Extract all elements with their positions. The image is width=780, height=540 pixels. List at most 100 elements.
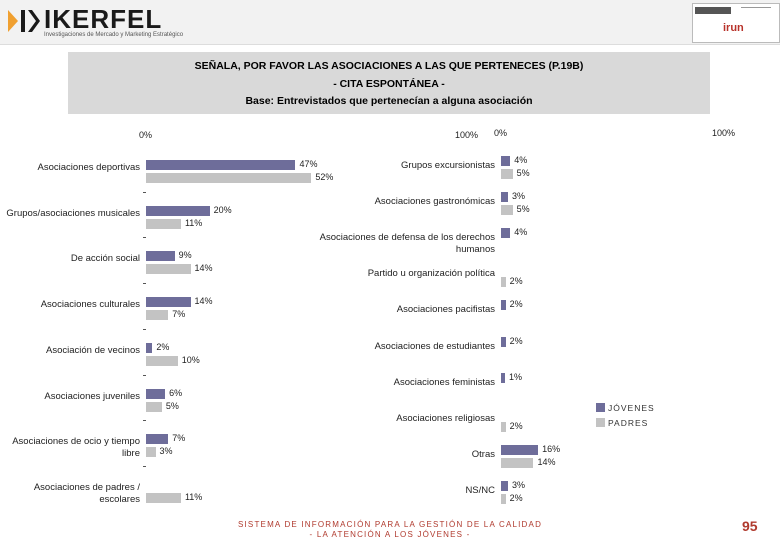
data-label: 20% (213, 204, 232, 215)
data-label: 4% (514, 227, 528, 238)
data-label: 14% (537, 456, 556, 467)
axis-tick (143, 328, 146, 330)
page-number: 95 (742, 518, 758, 534)
data-label: 7% (172, 309, 186, 320)
data-label: 1% (509, 371, 523, 382)
brand-subtitle: Investigaciones de Mercado y Marketing E… (44, 32, 184, 38)
chart-title-box: SEÑALA, POR FAVOR LAS ASOCIACIONES A LAS… (68, 52, 710, 114)
data-label: 52% (315, 172, 334, 182)
category-label: De acción social (70, 253, 140, 265)
axis-tick (143, 465, 146, 467)
category-label: Asociaciones de defensa de los derechos … (319, 232, 495, 256)
bar-jovenes (146, 388, 166, 399)
data-label: 11% (184, 217, 203, 228)
bar-jovenes (501, 372, 505, 383)
data-label: 5% (516, 204, 530, 215)
category-label: Asociaciones religiosas (396, 412, 495, 424)
category-label: Asociación de vecinos (46, 344, 140, 356)
data-label: 47% (299, 159, 318, 169)
bar-jovenes (501, 192, 508, 203)
ikerfel-logo-icon (8, 10, 40, 32)
category-label: Otras (471, 448, 495, 460)
data-label: 14% (194, 263, 213, 274)
partner-name: irun (723, 22, 744, 34)
bar-jovenes (146, 342, 153, 353)
category-label: Grupos excursionistas (401, 160, 495, 171)
bar-jovenes (146, 434, 169, 445)
footer: SISTEMA DE INFORMACIÓN PARA LA GESTIÓN D… (200, 520, 580, 540)
data-label: 4% (514, 155, 528, 165)
data-label: 2% (509, 492, 523, 503)
category-label: Asociaciones de padres / escolares (33, 481, 140, 505)
partner-logo: irun (692, 3, 780, 43)
bar-jovenes (501, 228, 511, 239)
bar-padres (146, 492, 181, 503)
left-axis-min: 0% (139, 130, 153, 140)
data-label: 3% (511, 479, 525, 490)
legend-swatch-jovenes (596, 403, 605, 412)
category-label: Asociaciones juveniles (44, 390, 140, 402)
right-axis-min: 0% (494, 128, 508, 138)
data-label: 9% (178, 250, 192, 261)
left-axis-max: 100% (455, 130, 479, 140)
bar-padres (146, 218, 181, 229)
right-axis-max: 100% (712, 128, 736, 138)
bar-padres (146, 310, 169, 321)
bar-padres (501, 421, 506, 432)
data-label: 3% (159, 446, 173, 457)
data-label: 16% (542, 443, 561, 454)
axis-tick (143, 191, 146, 193)
data-label: 7% (172, 433, 186, 444)
bar-jovenes (501, 300, 506, 311)
header-bar: IKERFEL Investigaciones de Mercado y Mar… (0, 0, 780, 45)
legend-label-jovenes: JÓVENES (608, 403, 655, 413)
chart-base: Base: Entrevistados que pertenecían a al… (245, 95, 533, 107)
bar-jovenes (501, 480, 508, 491)
axis-tick (143, 420, 146, 422)
bar-padres (501, 457, 534, 468)
category-label: Grupos/asociaciones musicales (6, 207, 140, 219)
bar-jovenes (146, 205, 210, 216)
chart-subtitle: - CITA ESPONTÁNEA - (333, 78, 445, 90)
category-label: Asociaciones deportivas (37, 162, 140, 173)
data-label: 2% (509, 276, 523, 287)
bar-jovenes (146, 160, 296, 170)
bar-jovenes (501, 336, 506, 347)
data-label: 6% (169, 387, 183, 398)
legend-label-padres: PADRES (608, 418, 649, 428)
bar-padres (501, 493, 506, 504)
bar-padres (146, 173, 312, 183)
footer-line-1: SISTEMA DE INFORMACIÓN PARA LA GESTIÓN D… (237, 520, 543, 529)
category-label: Partido u organización política (367, 268, 495, 280)
legend-swatch-padres (596, 418, 605, 427)
bar-padres (501, 169, 513, 179)
category-label: Asociaciones feministas (393, 376, 495, 388)
bar-padres (146, 355, 178, 366)
data-label: 2% (509, 420, 523, 431)
category-label: Asociaciones gastronómicas (374, 196, 495, 208)
chart-title: SEÑALA, POR FAVOR LAS ASOCIACIONES A LAS… (194, 60, 584, 72)
category-label: Asociaciones de estudiantes (374, 340, 495, 352)
bar-jovenes (146, 251, 175, 262)
bar-padres (146, 447, 156, 458)
data-label: 10% (181, 354, 200, 365)
category-label: Asociaciones culturales (40, 299, 140, 311)
footer-line-2: - LA ATENCIÓN A LOS JÓVENES - (309, 530, 471, 539)
bar-padres (501, 277, 506, 288)
category-label: Asociaciones pacifistas (396, 304, 495, 316)
data-label: 2% (156, 341, 170, 352)
data-label: 14% (194, 296, 213, 307)
bar-jovenes (146, 297, 191, 308)
data-label: 11% (184, 491, 203, 502)
category-label: Asociaciones de ocio y tiempo libre (12, 436, 140, 460)
data-label: 2% (509, 299, 523, 310)
bar-padres (501, 205, 513, 216)
axis-tick (143, 283, 146, 285)
data-label: 2% (509, 335, 523, 346)
axis-tick (143, 237, 146, 239)
bar-jovenes (501, 156, 511, 166)
data-label: 5% (165, 400, 179, 411)
axis-tick (143, 374, 146, 376)
bar-padres (146, 401, 162, 412)
bar-padres (146, 264, 191, 275)
